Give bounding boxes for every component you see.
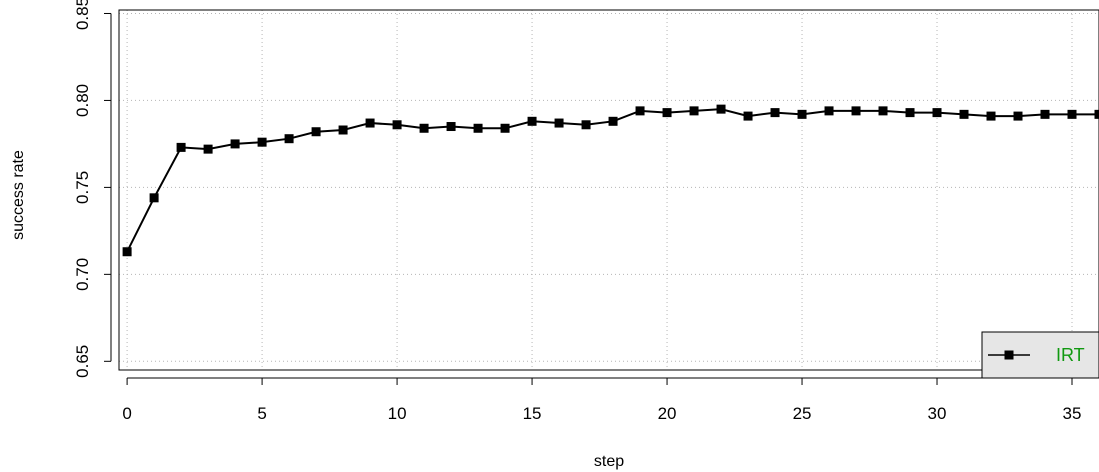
data-point — [122, 247, 132, 257]
y-tick-label: 0.75 — [73, 171, 92, 204]
data-point — [284, 134, 294, 144]
legend: IRT — [981, 331, 1099, 379]
x-tick-label: 0 — [122, 404, 131, 423]
y-axis-label: success rate — [10, 150, 27, 240]
data-point — [581, 120, 591, 130]
legend-marker-swatch — [1004, 350, 1014, 360]
x-tick-label: 15 — [523, 404, 542, 423]
data-point — [743, 111, 753, 121]
data-point — [527, 116, 537, 126]
data-point — [311, 127, 321, 137]
series-line — [126, 108, 1099, 253]
x-tick-label: 35 — [1063, 404, 1082, 423]
data-point — [500, 123, 510, 133]
x-tick-label: 25 — [793, 404, 812, 423]
data-point — [986, 111, 996, 121]
data-point — [230, 139, 240, 149]
data-point — [1094, 109, 1099, 119]
x-tick-label: 10 — [388, 404, 407, 423]
data-point — [149, 193, 159, 203]
data-point — [797, 109, 807, 119]
data-point — [446, 122, 456, 132]
x-tick-label: 5 — [257, 404, 266, 423]
y-axis: 0.65 0.70 0.75 0.80 0.85 — [73, 0, 112, 378]
data-point — [1067, 109, 1077, 119]
y-tick-label: 0.65 — [73, 345, 92, 378]
data-point — [662, 108, 672, 118]
x-axis: 0 5 10 15 20 25 30 35 — [122, 377, 1099, 423]
x-tick-label: 30 — [928, 404, 947, 423]
x-axis-label: step — [594, 453, 624, 470]
data-point — [716, 104, 726, 114]
legend-label: IRT — [1056, 345, 1085, 365]
data-point — [203, 144, 213, 154]
data-point — [1013, 111, 1023, 121]
data-point — [905, 108, 915, 118]
data-point — [1040, 109, 1050, 119]
data-point — [257, 137, 267, 147]
data-point — [689, 106, 699, 116]
data-point — [878, 106, 888, 116]
data-point — [338, 125, 348, 135]
plot-frame — [118, 9, 1099, 371]
y-tick-label: 0.80 — [73, 84, 92, 117]
y-tick-label: 0.70 — [73, 258, 92, 291]
data-point — [635, 106, 645, 116]
y-tick-label: 0.85 — [73, 0, 92, 30]
data-point — [392, 120, 402, 130]
x-tick-label: 20 — [658, 404, 677, 423]
data-point — [608, 116, 618, 126]
data-point — [419, 123, 429, 133]
data-point — [473, 123, 483, 133]
grid-lines — [119, 10, 1099, 370]
data-point — [824, 106, 834, 116]
data-point — [851, 106, 861, 116]
series-layer — [122, 104, 1099, 257]
data-point — [959, 109, 969, 119]
data-point — [365, 118, 375, 128]
data-point — [770, 108, 780, 118]
data-point — [932, 108, 942, 118]
data-point — [176, 142, 186, 152]
data-point — [554, 118, 564, 128]
